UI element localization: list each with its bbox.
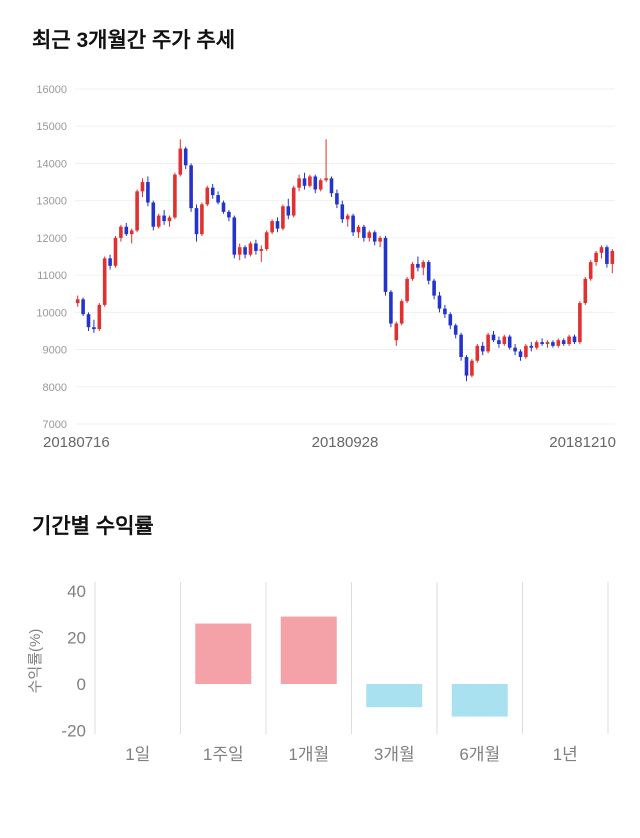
svg-text:1주일: 1주일 [203, 745, 244, 764]
svg-text:20: 20 [67, 629, 86, 648]
returns-bar-chart: 40 20 0 -20 1일 1주일 1개월 3개월 6개월 1년 수익률(%) [27, 582, 609, 764]
svg-text:14000: 14000 [36, 158, 67, 170]
svg-text:수익률(%): 수익률(%) [27, 629, 44, 694]
svg-text:8000: 8000 [43, 382, 67, 394]
svg-text:16000: 16000 [36, 84, 67, 96]
svg-text:1개월: 1개월 [288, 745, 329, 764]
svg-text:1일: 1일 [125, 745, 150, 764]
svg-text:1년: 1년 [553, 745, 578, 764]
svg-text:40: 40 [67, 582, 86, 601]
price-chart-title: 최근 3개월간 주가 추세 [32, 29, 236, 52]
svg-text:6개월: 6개월 [459, 745, 500, 764]
svg-text:9000: 9000 [43, 345, 67, 357]
svg-text:7000: 7000 [43, 419, 67, 431]
returns-chart-title: 기간별 수익률 [32, 515, 154, 538]
svg-text:20180928: 20180928 [312, 434, 379, 451]
svg-text:20181210: 20181210 [549, 434, 616, 451]
svg-text:15000: 15000 [36, 121, 67, 133]
svg-text:11000: 11000 [37, 270, 67, 282]
svg-text:13000: 13000 [36, 196, 67, 208]
svg-text:20180716: 20180716 [43, 434, 110, 451]
svg-text:0: 0 [77, 675, 86, 694]
svg-text:10000: 10000 [36, 307, 67, 319]
svg-text:-20: -20 [61, 722, 86, 741]
price-candlestick-chart: 7000 8000 9000 10000 11000 12000 13000 14000 150… [36, 84, 616, 451]
svg-text:12000: 12000 [36, 233, 67, 245]
page: 최근 3개월간 주가 추세 7000 8000 9000 10000 11000 1200… [0, 28, 640, 796]
svg-text:3개월: 3개월 [374, 745, 415, 764]
